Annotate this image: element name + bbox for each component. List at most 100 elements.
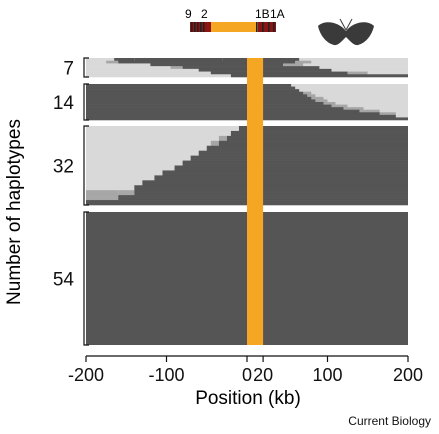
haplotype-segment <box>86 175 155 179</box>
gene-exon-tick <box>197 22 199 32</box>
haplotype-segment <box>86 107 344 111</box>
haplotype-segment <box>86 160 183 164</box>
haplotype-segment <box>230 130 408 134</box>
haplotype-segment <box>86 170 163 174</box>
haplotype-segment <box>315 94 408 98</box>
haplotype-segment <box>190 158 408 161</box>
haplotype-segment <box>283 63 304 67</box>
gene-exon-tick <box>268 22 270 32</box>
haplotype-segment <box>134 58 223 62</box>
haplotype-segment <box>118 192 135 196</box>
gene-exon-tick <box>191 22 193 32</box>
haplotype-segment <box>86 195 119 198</box>
x-axis-label: Position (kb) <box>195 388 301 409</box>
haplotype-segment <box>142 182 408 186</box>
haplotype-segment <box>86 187 135 191</box>
haplotype-segment <box>347 104 408 108</box>
haplotype-segment <box>86 63 151 67</box>
haplotype-segment <box>198 150 408 154</box>
carbonaria-region-band <box>247 58 264 345</box>
haplotype-segment <box>86 89 300 93</box>
haplotype-segment <box>86 71 211 75</box>
haplotype-segment <box>86 130 231 134</box>
haplotype-segment <box>226 138 408 142</box>
haplotype-segment <box>86 133 231 137</box>
haplotype-segment <box>206 148 408 151</box>
haplotype-segment <box>86 109 360 113</box>
haplotype-segment <box>114 58 135 62</box>
haplotype-segment <box>230 74 408 78</box>
haplotype-segment <box>154 175 408 179</box>
haplotype-segment <box>347 71 368 75</box>
group-bracket-32 <box>83 125 89 206</box>
haplotype-segment <box>218 140 408 144</box>
haplotype-segment <box>198 68 332 72</box>
haplotype-segment <box>170 66 183 70</box>
haplotype-segment <box>86 145 207 149</box>
haplotype-segment <box>106 60 119 64</box>
haplotype-segment <box>86 167 175 171</box>
haplotype-segment <box>86 172 163 176</box>
haplotype-segment <box>134 190 409 193</box>
gene-exon-tick <box>194 22 196 32</box>
haplotype-segment <box>118 60 296 64</box>
haplotype-segment <box>315 99 328 103</box>
haplotype-segment <box>86 126 239 129</box>
haplotype-segment <box>86 60 107 64</box>
group-bracket-14 <box>83 83 89 121</box>
haplotype-segment <box>154 177 408 181</box>
haplotype-segment <box>86 163 183 166</box>
group-brackets: 7 14 32 54 <box>53 57 89 346</box>
haplotype-segment <box>238 126 408 129</box>
x-tick-label: 20 <box>253 365 273 385</box>
gene-exon-ticks <box>191 22 275 32</box>
haplotype-segment <box>210 140 219 144</box>
haplotype-segment <box>86 102 324 105</box>
group-bracket-54 <box>83 211 89 346</box>
haplotype-segment <box>238 128 408 132</box>
haplotype-segment <box>307 94 316 98</box>
haplotype-segment <box>210 71 348 75</box>
haplotype-segment <box>134 192 409 196</box>
haplotype-segment <box>311 96 324 100</box>
gene-exon-tick <box>203 22 205 32</box>
haplotype-segment <box>323 96 408 100</box>
haplotype-segment <box>291 84 408 87</box>
haplotype-segment <box>86 140 211 144</box>
gene-exon-tick <box>256 22 258 32</box>
haplotype-segment <box>182 163 408 166</box>
group-label-32: 32 <box>53 157 74 178</box>
haplotype-segment <box>174 167 408 171</box>
haplotype-segment <box>86 112 380 116</box>
haplotype-segment <box>86 114 396 118</box>
haplotype-segment <box>299 58 408 62</box>
haplotype-segment <box>86 190 119 193</box>
haplotype-segment <box>367 71 408 75</box>
haplotype-segment <box>343 107 364 111</box>
haplotype-segment <box>86 155 191 159</box>
haplotype-segment <box>86 148 207 151</box>
haplotype-segment <box>174 165 408 169</box>
haplotype-segment <box>395 114 408 118</box>
haplotype-segment <box>295 86 408 90</box>
haplotype-segment <box>206 145 408 149</box>
cortex-gene-highlight <box>211 22 258 32</box>
haplotype-segment <box>86 99 316 103</box>
group-label-54: 54 <box>53 270 75 291</box>
haplotype-segment <box>118 190 135 193</box>
haplotype-segment <box>218 143 408 147</box>
haplotype-segment <box>190 155 408 159</box>
haplotype-segment <box>86 185 135 189</box>
haplotype-segment <box>311 91 408 95</box>
gene-exon-tick <box>262 22 264 32</box>
peppered-moth-icon <box>318 18 374 46</box>
x-axis: -200 -100 0 20 100 200 <box>68 355 423 385</box>
credit-line: Current Biology <box>348 414 431 428</box>
haplotype-segment <box>134 187 409 191</box>
haplotype-segment <box>182 160 408 164</box>
haplotype-segment <box>86 180 143 184</box>
x-tick-label: 100 <box>312 365 342 385</box>
haplotype-segment <box>134 185 409 189</box>
haplotype-segment <box>86 96 312 100</box>
haplotype-segment <box>323 102 336 105</box>
